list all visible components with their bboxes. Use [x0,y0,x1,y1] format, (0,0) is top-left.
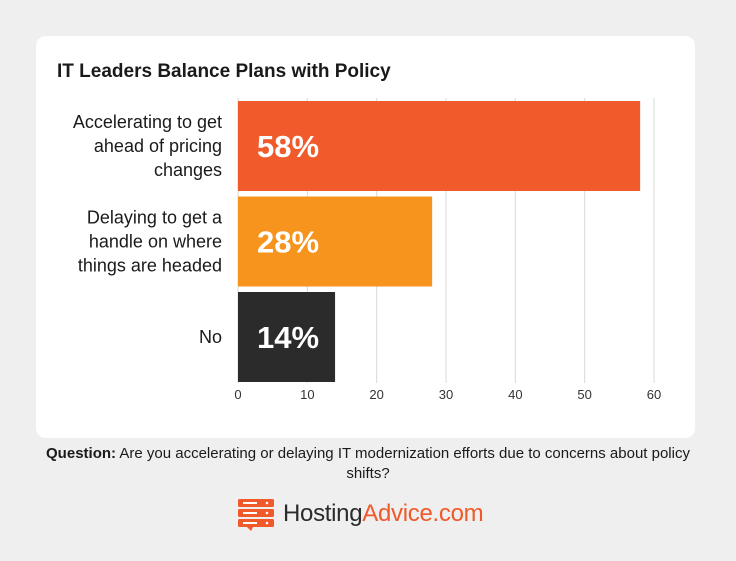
category-label-line: No [199,327,222,347]
bar-chart: 0 10 20 30 40 50 60 58% Accelerating to get ahead… [73,98,661,402]
category-label-line: Accelerating to get [73,112,222,132]
category-label-line: handle on where [89,232,222,252]
bar [238,196,433,287]
question-caption: Question: Are you accelerating or delayi… [40,444,696,484]
hostingadvice-logo: HostingAdvice.com [237,497,484,531]
server-stack-icon [238,499,274,531]
category-label: Accelerating to get ahead of pricing chang… [73,112,222,180]
category-label-line: Delaying to get a [87,208,223,228]
x-tick-label: 30 [439,387,453,402]
category-label-line: things are headed [78,256,222,276]
category-label-line: ahead of pricing [94,136,222,156]
logo-text-hosting: Hosting [283,500,363,527]
x-tick-label: 60 [647,387,661,402]
logo-text-advice: Advice.com [362,500,484,527]
bar [238,292,336,382]
category-label: No [199,327,222,347]
x-tick-label: 50 [577,387,591,402]
x-tick-label: 40 [508,387,522,402]
bar-value-label: 14% [257,320,319,355]
chart-title: IT Leaders Balance Plans with Policy [57,61,391,82]
x-tick-label: 0 [234,387,241,402]
bar-value-label: 58% [257,129,319,164]
x-tick-label: 10 [300,387,314,402]
question-label: Question: [46,445,117,462]
bar-value-label: 28% [257,225,319,260]
category-label: Delaying to get a handle on where things a… [78,208,223,276]
question-text: Are you accelerating or delaying IT mode… [119,445,690,482]
category-label-line: changes [154,160,222,180]
x-tick-label: 20 [369,387,383,402]
bar [238,101,641,191]
